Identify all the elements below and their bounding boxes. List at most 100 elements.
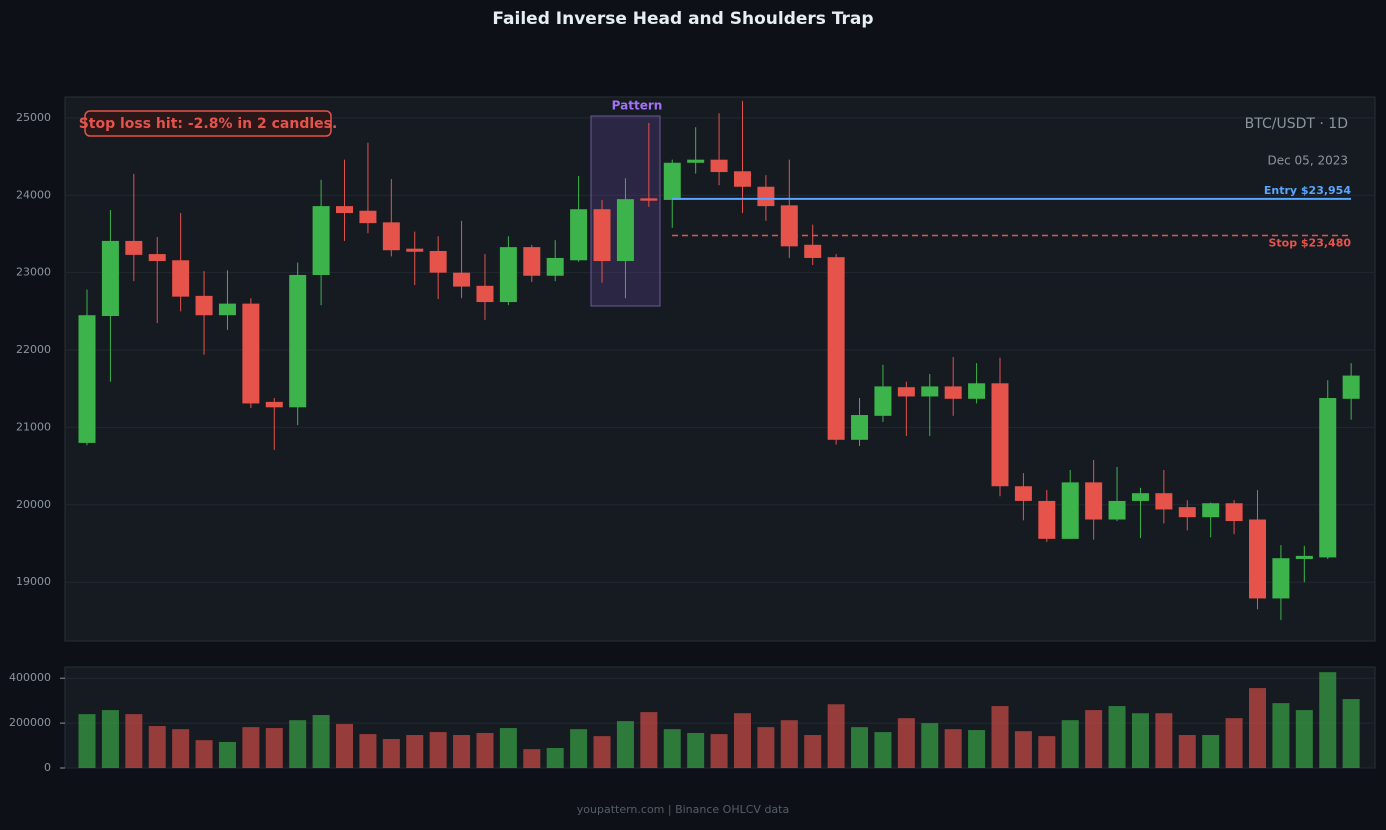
volume-bar — [312, 715, 330, 768]
y-tick-label: 25000 — [16, 111, 51, 124]
candle-body — [148, 254, 166, 262]
chart-title: Failed Inverse Head and Shoulders Trap — [492, 9, 873, 29]
volume-bar — [1225, 718, 1243, 768]
volume-bar — [780, 720, 798, 768]
volume-bar — [265, 728, 283, 768]
candle-body — [710, 159, 728, 173]
date: Dec 05, 2023 — [1268, 154, 1348, 168]
candle-body — [242, 303, 260, 404]
volume-bar — [101, 710, 119, 768]
y-tick-label: 19000 — [16, 575, 51, 588]
price-panel — [64, 96, 1376, 642]
candle-body — [968, 383, 986, 399]
candle-body — [499, 247, 517, 303]
volume-bar — [1178, 735, 1196, 768]
candle-body — [546, 257, 564, 276]
candle-body — [406, 248, 424, 252]
volume-bar — [804, 735, 822, 768]
volume-bar — [1342, 699, 1360, 768]
candle-body — [1155, 493, 1173, 510]
candle-body — [1038, 500, 1056, 539]
volume-bar — [921, 723, 939, 768]
candle-body — [1014, 486, 1032, 501]
candle-body — [663, 162, 681, 200]
volume-bar — [944, 729, 962, 768]
volume-bar — [289, 720, 307, 768]
candle-body — [1085, 482, 1103, 520]
candle-body — [359, 210, 377, 224]
y-tick-label: 20000 — [16, 498, 51, 511]
volume-bar — [1272, 703, 1290, 768]
entry-label: Entry $23,954 — [1264, 184, 1351, 197]
symbol: BTC/USDT · 1D — [1245, 116, 1348, 132]
volume-bar — [1295, 710, 1313, 768]
volume-bar — [336, 724, 354, 768]
candle-body — [1249, 519, 1267, 599]
volume-tick-label: 0 — [44, 761, 51, 774]
y-tick-label: 22000 — [16, 343, 51, 356]
candle-body — [593, 209, 611, 262]
y-tick-label: 24000 — [16, 188, 51, 201]
volume-bar — [616, 721, 634, 768]
candle-body — [476, 285, 494, 303]
volume-bar — [1319, 672, 1337, 768]
volume-bar — [148, 726, 166, 768]
volume-bar — [382, 739, 400, 768]
volume-bar — [733, 713, 751, 768]
volume-bar — [1108, 706, 1126, 768]
volume-bar — [874, 732, 892, 768]
volume-bar — [195, 740, 213, 768]
candle-body — [1225, 503, 1243, 522]
candle-body — [195, 295, 213, 316]
candle-body — [1319, 398, 1337, 558]
volume-bar — [172, 729, 190, 768]
candle-body — [640, 198, 658, 201]
candle-body — [336, 206, 354, 214]
candle-body — [1295, 555, 1313, 559]
candle-body — [733, 171, 751, 187]
candle-body — [382, 222, 400, 251]
volume-bar — [1131, 713, 1149, 768]
candle-body — [429, 250, 447, 273]
volume-bar — [1061, 720, 1079, 768]
volume-bar — [546, 748, 564, 768]
volume-bar — [453, 735, 471, 768]
y-tick-label: 21000 — [16, 420, 51, 433]
candle-body — [453, 272, 471, 287]
volume-bar — [359, 734, 377, 768]
candle-body — [570, 209, 588, 261]
candle-body — [265, 401, 283, 408]
candle-body — [1342, 375, 1360, 399]
volume-bar — [1155, 713, 1173, 768]
volume-bar — [1014, 731, 1032, 768]
volume-bar — [1249, 688, 1267, 768]
candle-body — [172, 260, 190, 297]
candle-body — [1061, 482, 1079, 539]
candle-body — [312, 206, 330, 275]
stop-label: Stop $23,480 — [1268, 237, 1351, 250]
candle-body — [944, 386, 962, 399]
candle-body — [101, 240, 119, 316]
candle-body — [1178, 507, 1196, 518]
volume-bar — [406, 735, 424, 768]
volume-bar — [476, 732, 494, 768]
candle-body — [851, 415, 869, 440]
volume-bar — [663, 729, 681, 768]
volume-bar — [710, 734, 728, 768]
candle-body — [827, 257, 845, 440]
candle-body — [125, 240, 143, 255]
candle-body — [804, 244, 822, 258]
volume-bar — [640, 712, 658, 768]
volume-bar — [499, 728, 517, 768]
volume-tick-label: 400000 — [9, 671, 51, 684]
volume-bar — [1202, 735, 1220, 768]
candle-body — [1272, 558, 1290, 599]
volume-bar — [78, 714, 96, 768]
volume-bar — [593, 736, 611, 768]
candle-body — [1131, 493, 1149, 501]
volume-bar — [687, 732, 705, 768]
candle-body — [921, 386, 939, 397]
volume-bar — [218, 741, 236, 768]
candle-body — [616, 199, 634, 262]
